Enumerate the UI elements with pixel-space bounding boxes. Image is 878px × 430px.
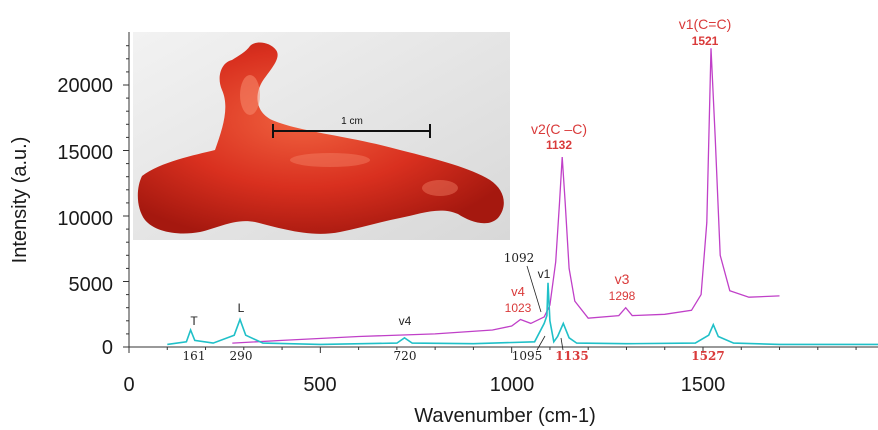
annotation-1092: 1092 bbox=[504, 251, 535, 265]
annotation-1135: 1135 bbox=[555, 349, 588, 363]
y-tick-label: 20000 bbox=[57, 75, 113, 97]
y-tick-label: 5000 bbox=[69, 274, 114, 296]
annotation-1023: 1023 bbox=[505, 301, 532, 315]
coral-highlight bbox=[240, 75, 260, 115]
coral-highlight bbox=[422, 180, 458, 196]
scale-bar-label: 1 cm bbox=[341, 116, 363, 127]
annotation-v4-cyan: v4 bbox=[399, 314, 412, 328]
annotation-290: 290 bbox=[230, 349, 253, 363]
x-tick-label: 0 bbox=[123, 374, 134, 396]
annotation-1132: 1132 bbox=[546, 138, 572, 152]
y-tick-label: 15000 bbox=[57, 142, 113, 164]
leader-1092 bbox=[526, 265, 542, 313]
series-line-magenta bbox=[232, 48, 780, 344]
annotation-720: 720 bbox=[394, 349, 417, 363]
series-line-cyan bbox=[167, 282, 878, 346]
annotation-v3: v3 bbox=[615, 271, 630, 287]
x-tick-label: 1000 bbox=[490, 374, 535, 396]
annotation-1095: 1095 bbox=[512, 349, 543, 363]
x-tick-label: 500 bbox=[303, 374, 336, 396]
leader-1135 bbox=[560, 337, 564, 351]
annotation-1298: 1298 bbox=[609, 289, 636, 303]
annotation-v1-cyan: v1 bbox=[538, 267, 551, 281]
annotation-161: 161 bbox=[183, 349, 206, 363]
annotation-t: T bbox=[190, 314, 198, 328]
annotation-v4-magenta: v4 bbox=[511, 284, 525, 299]
annotation-v1cc: v1(C=C) bbox=[679, 16, 732, 32]
y-axis-title: Intensity (a.u.) bbox=[9, 137, 31, 264]
coral-photo-inset: 1 cm bbox=[133, 32, 510, 240]
annotation-1521: 1521 bbox=[692, 34, 719, 48]
annotation-1527: 1527 bbox=[691, 349, 724, 363]
x-tick-label: 1500 bbox=[681, 374, 726, 396]
axis-ticks bbox=[123, 45, 857, 353]
y-tick-label: 10000 bbox=[57, 208, 113, 230]
y-tick-label: 0 bbox=[102, 337, 113, 359]
leader-1095 bbox=[536, 335, 546, 351]
coral-branch bbox=[137, 42, 504, 234]
coral-highlight bbox=[290, 153, 370, 167]
x-axis-title: Wavenumber (cm-1) bbox=[414, 405, 596, 427]
annotation-v2: v2(C –C) bbox=[531, 121, 587, 137]
annotation-l: L bbox=[238, 301, 245, 315]
